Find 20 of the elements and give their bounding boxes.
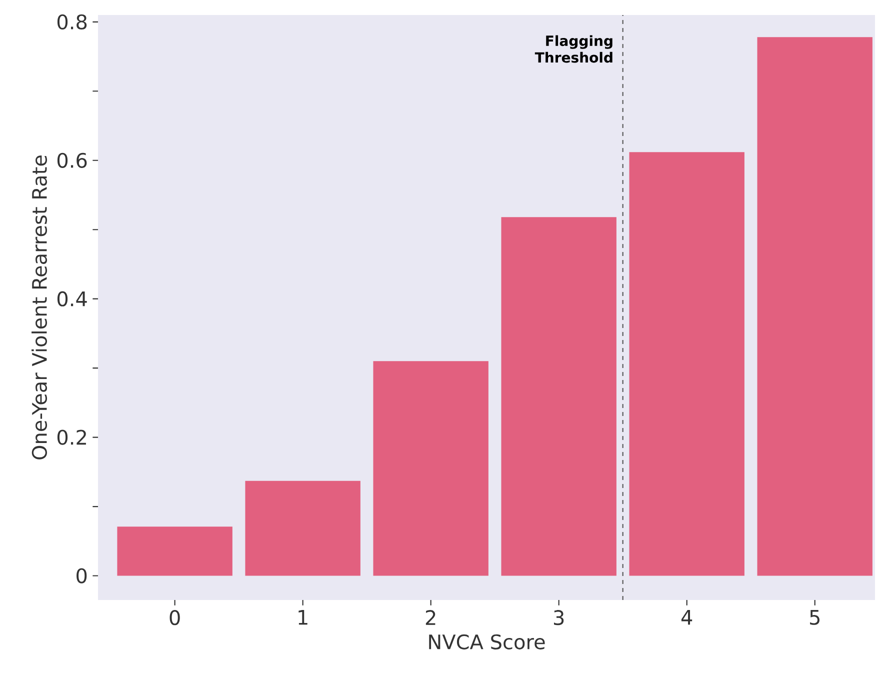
y-tick-label: 0.4 xyxy=(57,291,87,306)
x-tick-label: 3 xyxy=(554,610,564,626)
annotation: Flagging Threshold xyxy=(534,35,612,63)
x-tick-label: 0 xyxy=(170,610,180,626)
x-tick-label: 4 xyxy=(681,610,692,625)
y-tick-label: 0.6 xyxy=(57,152,87,168)
bar xyxy=(373,361,488,576)
x-tick-label: 5 xyxy=(810,610,820,625)
bar xyxy=(629,152,744,576)
x-tick-label: 2 xyxy=(426,610,436,625)
bar xyxy=(501,217,616,576)
bar xyxy=(117,526,232,576)
y-tick-label: 0.2 xyxy=(57,430,86,445)
bar xyxy=(757,37,872,576)
x-axis-title: NVCA Score xyxy=(429,634,545,650)
y-axis-title: One-Year Violent Rearrest Rate xyxy=(32,156,48,460)
bar xyxy=(245,480,360,576)
y-tick-label: 0 xyxy=(76,568,87,584)
y-tick-label: 0.8 xyxy=(57,14,87,30)
x-tick-label: 1 xyxy=(298,610,308,625)
